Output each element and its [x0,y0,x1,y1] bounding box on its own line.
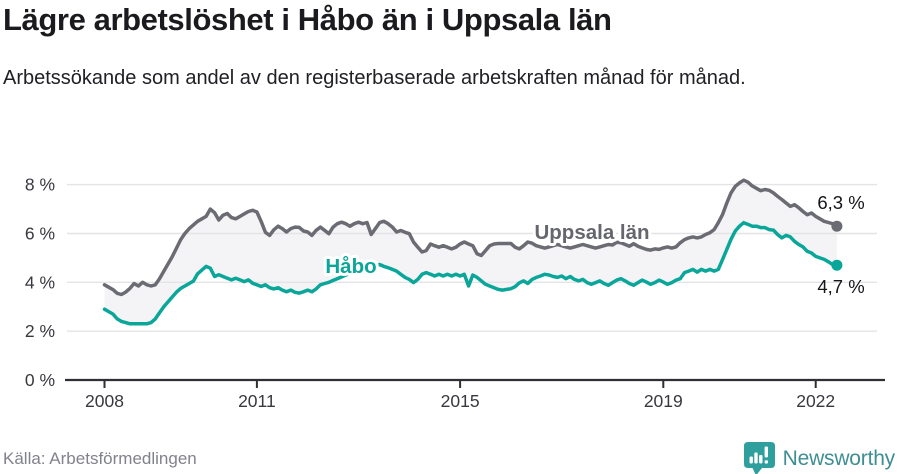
series-end-dot-habo [831,259,843,271]
end-value-label: 6,3 % [817,192,864,213]
y-axis-label: 0 % [25,370,55,390]
series-end-dot-uppsala-lan [831,220,843,232]
x-axis-label: 2008 [85,391,124,411]
footer: Källa: Arbetsförmedlingen Newsworthy [3,441,895,474]
x-axis-label: 2019 [644,391,683,411]
y-axis-label: 8 % [25,175,55,195]
end-value-label: 4,7 % [817,276,864,297]
brand-name: Newsworthy [782,446,896,470]
y-axis-label: 4 % [25,272,55,292]
page-title: Lägre arbetslöshet i Håbo än i Uppsala l… [3,2,612,37]
x-axis-label: 2015 [441,391,480,411]
series-line-uppsala-lan [102,178,839,297]
newsworthy-bubble-chart-icon [743,441,775,474]
source-note: Källa: Arbetsförmedlingen [3,448,197,468]
chart-svg: 0 % 2 % 4 % 6 % 8 % 2008 2011 2015 2019 2022 Uppsa… [25,175,885,411]
series-line-habo [102,220,839,326]
newsworthy-logo: Newsworthy [743,441,895,474]
series-label: Uppsala län [534,221,649,244]
series-band [104,180,837,324]
y-axis-label: 2 % [25,321,55,341]
line-chart: 0 % 2 % 4 % 6 % 8 % 2008 2011 2015 2019 2022 Uppsa… [0,148,900,448]
x-axis-label: 2022 [796,391,835,411]
page-subtitle: Arbetssökande som andel av den registerb… [3,67,746,89]
y-axis-label: 6 % [25,224,55,244]
series-label: Håbo [325,255,376,278]
x-axis-label: 2011 [238,391,276,411]
